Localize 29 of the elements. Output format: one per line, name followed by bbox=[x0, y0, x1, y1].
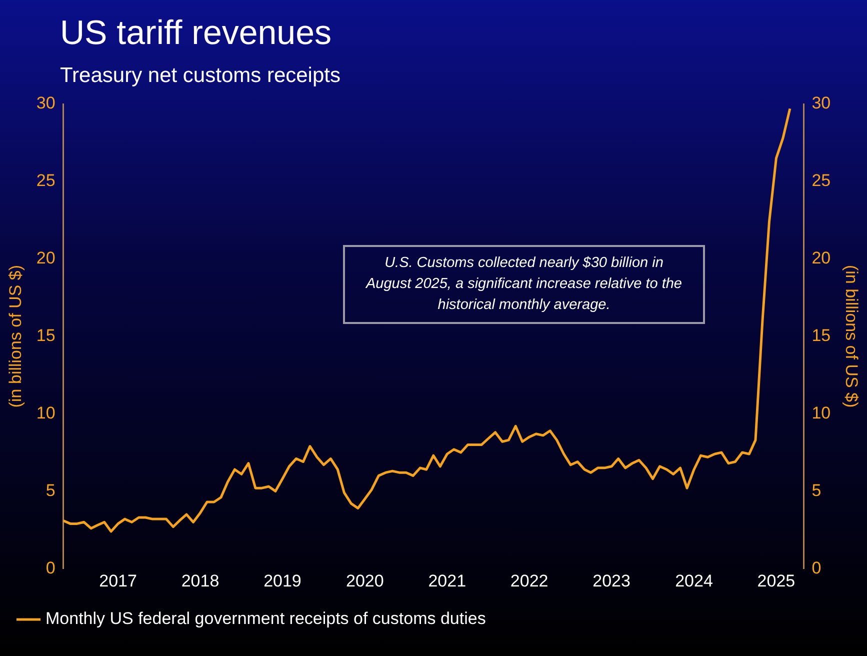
y-tick-label: 15 bbox=[36, 326, 56, 345]
x-tick-label: 2019 bbox=[264, 571, 302, 590]
y-tick-label: 30 bbox=[36, 94, 56, 113]
y-axis-title: (in billions of US $) bbox=[6, 264, 25, 408]
y-tick-label: 10 bbox=[36, 403, 56, 422]
y2-tick-label: 20 bbox=[812, 248, 831, 268]
annotation: U.S. Customs collected nearly $30 billion in August 2025, a significant increase relative to the historical monthly average. bbox=[343, 245, 705, 324]
y2-tick-label: 15 bbox=[812, 326, 831, 345]
y-tick-label: 0 bbox=[46, 558, 56, 578]
x-tick-label: 2022 bbox=[510, 571, 548, 590]
x-tick-label: 2023 bbox=[592, 571, 630, 590]
chart-title: US tariff revenues bbox=[60, 14, 332, 53]
y2-tick-label: 25 bbox=[812, 171, 831, 190]
x-tick-label: 2020 bbox=[346, 571, 384, 590]
y2-tick-label: 0 bbox=[812, 558, 822, 578]
y-tick-label: 20 bbox=[36, 248, 56, 268]
y2-axis-title: (in billions of US $) bbox=[842, 264, 862, 408]
y2-tick-label: 5 bbox=[812, 480, 822, 500]
x-tick-label: 2021 bbox=[428, 571, 466, 590]
legend-label: Monthly US federal government receipts of customs duties bbox=[46, 609, 486, 628]
x-tick-label: 2018 bbox=[181, 571, 220, 590]
y-tick-label: 5 bbox=[46, 480, 56, 500]
y-tick-label: 25 bbox=[36, 171, 56, 190]
y2-tick-label: 10 bbox=[812, 403, 831, 422]
x-tick-label: 2017 bbox=[99, 571, 137, 590]
x-tick-label: 2024 bbox=[675, 571, 713, 590]
x-tick-label: 2025 bbox=[757, 571, 796, 590]
y2-tick-label: 30 bbox=[812, 94, 831, 113]
chart-subtitle: Treasury net customs receipts bbox=[60, 64, 340, 88]
